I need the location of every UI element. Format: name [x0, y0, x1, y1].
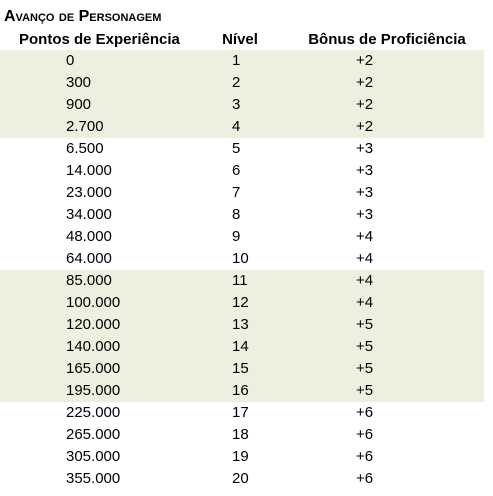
- table-row: 195.000 16 +5: [0, 380, 484, 402]
- lvl-cell: 2: [190, 72, 290, 94]
- xp-column-header: Pontos de Experiência: [0, 29, 190, 50]
- table-row: 85.000 11 +4: [0, 270, 484, 292]
- xp-cell: 14.000: [0, 160, 190, 182]
- xp-cell: 165.000: [0, 358, 190, 380]
- lvl-cell: 20: [190, 468, 290, 490]
- lvl-cell: 18: [190, 424, 290, 446]
- xp-cell: 6.500: [0, 138, 190, 160]
- xp-cell: 300: [0, 72, 190, 94]
- bonus-cell: +3: [290, 138, 484, 160]
- xp-cell: 34.000: [0, 204, 190, 226]
- bonus-cell: +6: [290, 424, 484, 446]
- table-row: 900 3 +2: [0, 94, 484, 116]
- table-row: 100.000 12 +4: [0, 292, 484, 314]
- xp-cell: 100.000: [0, 292, 190, 314]
- bonus-cell: +2: [290, 94, 484, 116]
- xp-cell: 120.000: [0, 314, 190, 336]
- bonus-cell: +6: [290, 402, 484, 424]
- table-row: 300 2 +2: [0, 72, 484, 94]
- table-row: 48.000 9 +4: [0, 226, 484, 248]
- bonus-cell: +2: [290, 50, 484, 72]
- lvl-cell: 17: [190, 402, 290, 424]
- bonus-cell: +5: [290, 358, 484, 380]
- xp-cell: 265.000: [0, 424, 190, 446]
- bonus-cell: +2: [290, 116, 484, 138]
- table-row: 120.000 13 +5: [0, 314, 484, 336]
- page-title: Avanço de Personagem: [4, 5, 161, 29]
- lvl-cell: 8: [190, 204, 290, 226]
- lvl-cell: 14: [190, 336, 290, 358]
- lvl-cell: 10: [190, 248, 290, 270]
- bonus-cell: +4: [290, 270, 484, 292]
- table-row: 6.500 5 +3: [0, 138, 484, 160]
- table-row: 2.700 4 +2: [0, 116, 484, 138]
- bonus-cell: +4: [290, 248, 484, 270]
- bonus-cell: +6: [290, 468, 484, 490]
- xp-cell: 23.000: [0, 182, 190, 204]
- xp-cell: 2.700: [0, 116, 190, 138]
- xp-cell: 64.000: [0, 248, 190, 270]
- bonus-cell: +5: [290, 380, 484, 402]
- table-row: 14.000 6 +3: [0, 160, 484, 182]
- lvl-cell: 19: [190, 446, 290, 468]
- bonus-cell: +3: [290, 160, 484, 182]
- xp-cell: 225.000: [0, 402, 190, 424]
- xp-cell: 0: [0, 50, 190, 72]
- bonus-cell: +3: [290, 204, 484, 226]
- table-row: 34.000 8 +3: [0, 204, 484, 226]
- xp-cell: 195.000: [0, 380, 190, 402]
- lvl-cell: 3: [190, 94, 290, 116]
- table-row: 23.000 7 +3: [0, 182, 484, 204]
- table-row: 0 1 +2: [0, 50, 484, 72]
- lvl-cell: 1: [190, 50, 290, 72]
- lvl-cell: 4: [190, 116, 290, 138]
- table-row: 265.000 18 +6: [0, 424, 484, 446]
- xp-cell: 900: [0, 94, 190, 116]
- lvl-cell: 15: [190, 358, 290, 380]
- xp-cell: 48.000: [0, 226, 190, 248]
- lvl-cell: 9: [190, 226, 290, 248]
- table-row: 225.000 17 +6: [0, 402, 484, 424]
- bonus-cell: +4: [290, 292, 484, 314]
- lvl-cell: 7: [190, 182, 290, 204]
- lvl-cell: 16: [190, 380, 290, 402]
- bonus-cell: +5: [290, 336, 484, 358]
- xp-cell: 140.000: [0, 336, 190, 358]
- bonus-cell: +4: [290, 226, 484, 248]
- lvl-cell: 13: [190, 314, 290, 336]
- table-row: 64.000 10 +4: [0, 248, 484, 270]
- bonus-cell: +3: [290, 182, 484, 204]
- table-row: 355.000 20 +6: [0, 468, 484, 490]
- xp-cell: 85.000: [0, 270, 190, 292]
- table-row: 305.000 19 +6: [0, 446, 484, 468]
- lvl-cell: 12: [190, 292, 290, 314]
- table-row: 140.000 14 +5: [0, 336, 484, 358]
- bonus-cell: +5: [290, 314, 484, 336]
- level-column-header: Nível: [190, 29, 290, 50]
- table-row: 165.000 15 +5: [0, 358, 484, 380]
- table-body: 0 1 +2 300 2 +2 900 3 +2 2.700 4 +2 6.500 5 +3 14.000 6 +…: [0, 50, 484, 490]
- bonus-column-header: Bônus de Proficiência: [290, 29, 484, 50]
- bonus-cell: +6: [290, 446, 484, 468]
- xp-cell: 355.000: [0, 468, 190, 490]
- lvl-cell: 5: [190, 138, 290, 160]
- lvl-cell: 11: [190, 270, 290, 292]
- xp-cell: 305.000: [0, 446, 190, 468]
- table-header-row: Pontos de Experiência Nível Bônus de Pro…: [0, 29, 484, 50]
- bonus-cell: +2: [290, 72, 484, 94]
- character-advancement-table: Pontos de Experiência Nível Bônus de Pro…: [0, 29, 484, 490]
- lvl-cell: 6: [190, 160, 290, 182]
